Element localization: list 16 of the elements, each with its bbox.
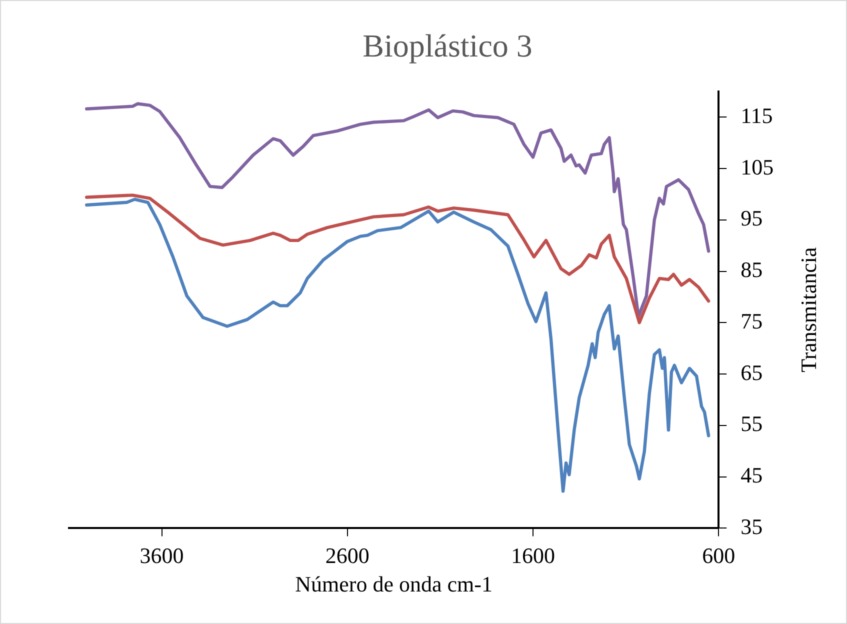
x-axis-title: Número de onda cm-1 bbox=[295, 572, 492, 597]
chart-title: Bioplástico 3 bbox=[362, 28, 532, 64]
y-tick-label: 75 bbox=[740, 308, 763, 334]
y-tick-label: 55 bbox=[740, 411, 763, 436]
y-tick-label: 115 bbox=[740, 102, 773, 128]
y-tick-label: 45 bbox=[740, 462, 763, 488]
y-tick-label: 65 bbox=[740, 360, 763, 385]
y-tick-label: 95 bbox=[740, 206, 763, 231]
y-tick-label: 105 bbox=[740, 154, 774, 180]
x-tick-label: 3600 bbox=[140, 543, 184, 568]
y-tick-label: 85 bbox=[740, 257, 763, 282]
y-axis-title: Transmitancia bbox=[796, 247, 821, 372]
x-tick-label: 1600 bbox=[511, 543, 555, 568]
x-tick-label: 600 bbox=[702, 543, 736, 568]
y-tick-label: 35 bbox=[740, 514, 763, 539]
x-tick-label: 2600 bbox=[325, 543, 370, 568]
